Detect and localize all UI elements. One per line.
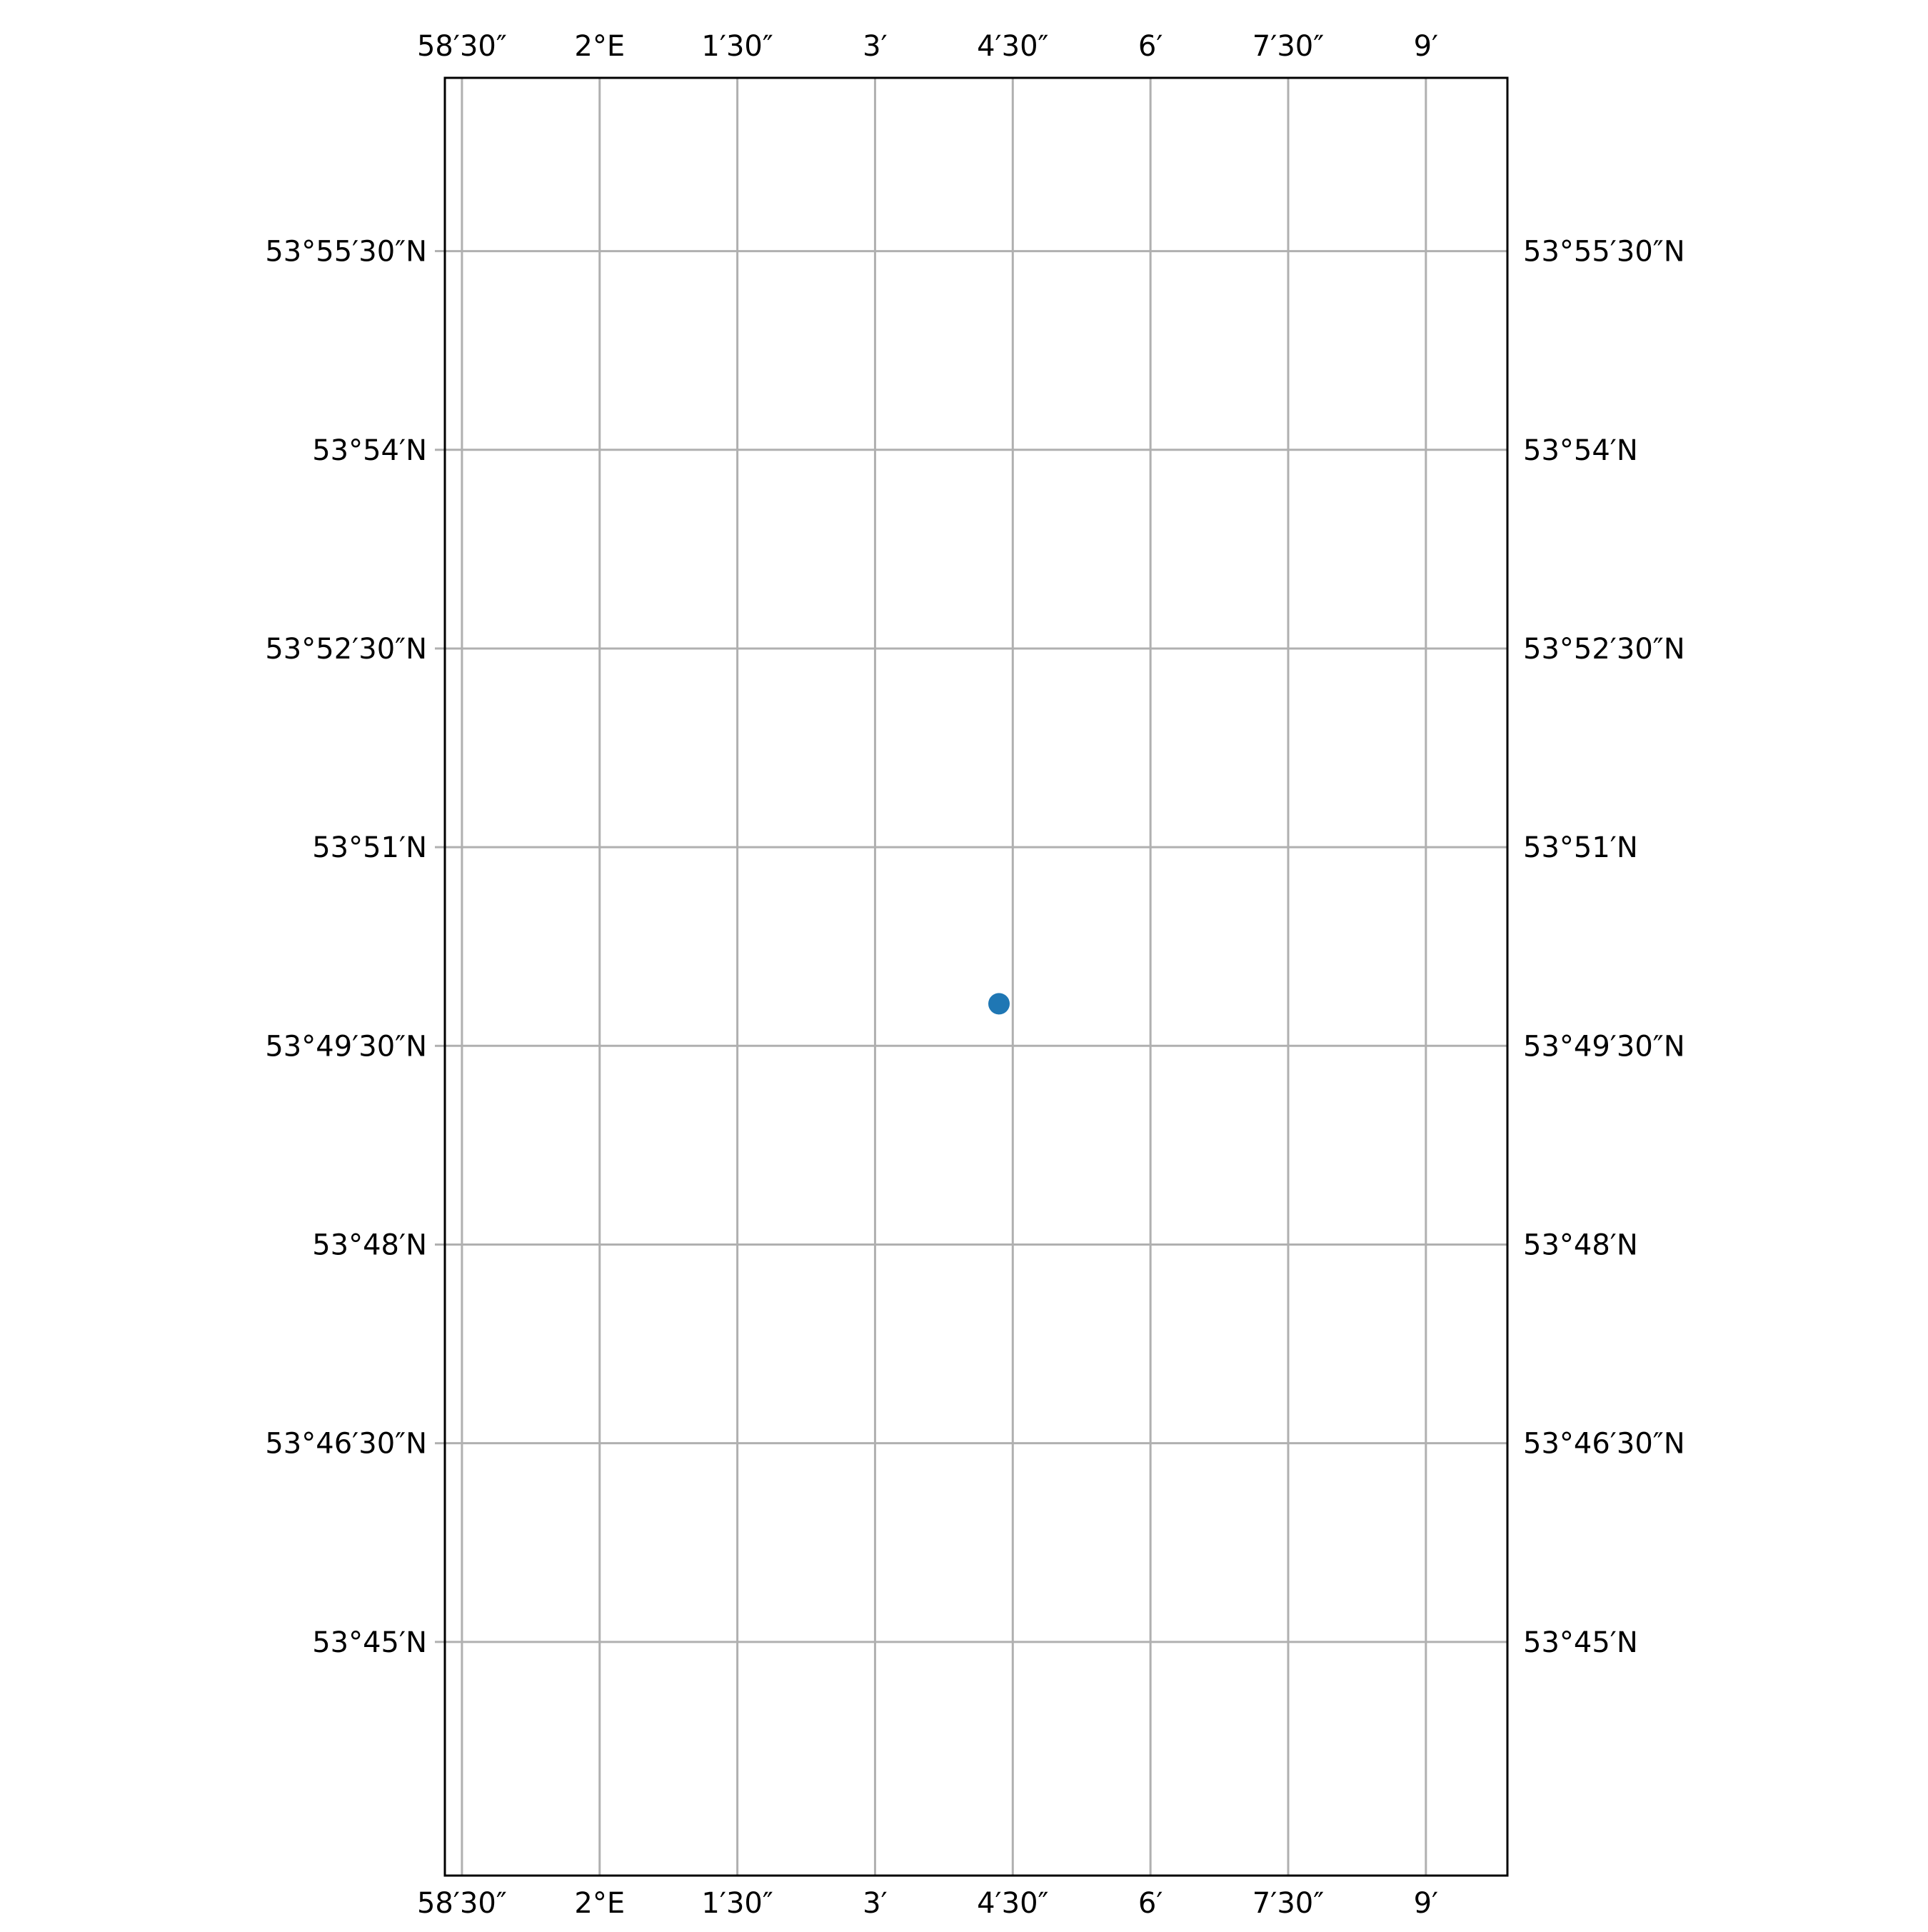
x-tick-label-bottom: 2°E: [574, 1887, 625, 1920]
y-tick-label-right: 53°51′N: [1523, 831, 1638, 864]
x-tick-label-top: 2°E: [574, 30, 625, 63]
gridlines: [435, 78, 1507, 1876]
map-frame: [443, 76, 1509, 1877]
x-tick-label-bottom: 6′: [1138, 1887, 1163, 1920]
x-tick-label-top: 58′30″: [417, 30, 507, 63]
x-tick-label-bottom: 7′30″: [1252, 1887, 1324, 1920]
x-tick-label-top: 3′: [863, 30, 888, 63]
point-markers: [988, 993, 1010, 1015]
location-marker: [988, 993, 1010, 1015]
x-tick-label-bottom: 58′30″: [417, 1887, 507, 1920]
x-tick-label-top: 6′: [1138, 30, 1163, 63]
y-tick-label-left: 53°48′N: [312, 1228, 427, 1261]
y-tick-label-right: 53°55′30″N: [1523, 236, 1685, 269]
y-tick-label-left: 53°52′30″N: [265, 633, 427, 666]
y-tick-label-right: 53°48′N: [1523, 1228, 1638, 1261]
x-tick-label-bottom: 4′30″: [977, 1887, 1048, 1920]
x-tick-label-bottom: 1′30″: [701, 1887, 773, 1920]
x-tick-label-bottom: 3′: [863, 1887, 888, 1920]
y-tick-label-left: 53°51′N: [312, 831, 427, 864]
y-tick-label-left: 53°55′30″N: [265, 236, 427, 269]
x-tick-label-top: 9′: [1414, 30, 1439, 63]
y-tick-label-right: 53°54′N: [1523, 434, 1638, 467]
y-tick-label-right: 53°52′30″N: [1523, 633, 1685, 666]
y-tick-label-right: 53°45′N: [1523, 1626, 1638, 1659]
y-tick-label-left: 53°45′N: [312, 1626, 427, 1659]
y-tick-label-right: 53°49′30″N: [1523, 1030, 1685, 1063]
y-tick-label-left: 53°49′30″N: [265, 1030, 427, 1063]
x-tick-label-top: 4′30″: [977, 30, 1048, 63]
x-tick-label-bottom: 9′: [1414, 1887, 1439, 1920]
x-tick-label-top: 7′30″: [1252, 30, 1324, 63]
y-tick-label-left: 53°54′N: [312, 434, 427, 467]
tick-labels: 58′30″ 58′30″ 2°E 2°E 1′30″ 1′30″ 3′ 3′ 4′30″ 4′3…: [265, 30, 1685, 1920]
y-tick-label-right: 53°46′30″N: [1523, 1428, 1685, 1461]
x-tick-label-top: 1′30″: [701, 30, 773, 63]
y-tick-label-left: 53°46′30″N: [265, 1428, 427, 1461]
